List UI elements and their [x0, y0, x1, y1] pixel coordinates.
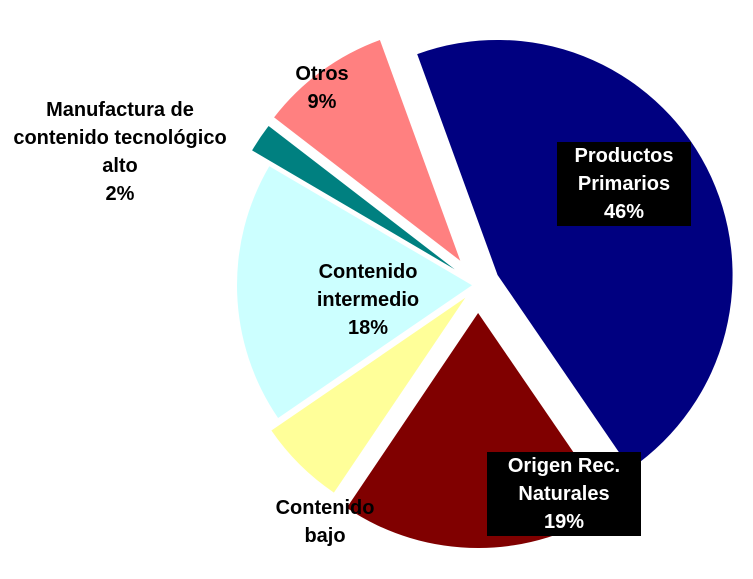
slice-label: Contenido bajo: [255, 494, 395, 550]
category-label: Contenido intermedio: [316, 261, 420, 311]
slice-label: Contenido intermedio 18%: [293, 258, 443, 342]
category-label: Manufactura de contenido tecnológico alt…: [13, 99, 227, 177]
category-label: Productos Primarios: [574, 145, 674, 195]
slice-label: Otros 9%: [282, 60, 362, 116]
pie-slice: [274, 39, 461, 261]
category-label: Otros: [295, 63, 349, 85]
pie-slice: [271, 297, 466, 493]
value-label: 2%: [105, 183, 135, 205]
pie-slice: [237, 166, 473, 418]
slice-label: Origen Rec. Naturales 19%: [487, 452, 641, 536]
value-label: 9%: [307, 91, 337, 113]
pie-slice: [252, 125, 455, 270]
slice-label: Manufactura de contenido tecnológico alt…: [5, 96, 235, 208]
category-label: Contenido bajo: [275, 497, 375, 547]
value-label: 18%: [347, 317, 389, 339]
value-label: 46%: [603, 201, 645, 223]
value-label: 19%: [543, 511, 585, 533]
slice-label: Productos Primarios 46%: [557, 142, 691, 226]
category-label: Origen Rec. Naturales: [507, 455, 621, 505]
